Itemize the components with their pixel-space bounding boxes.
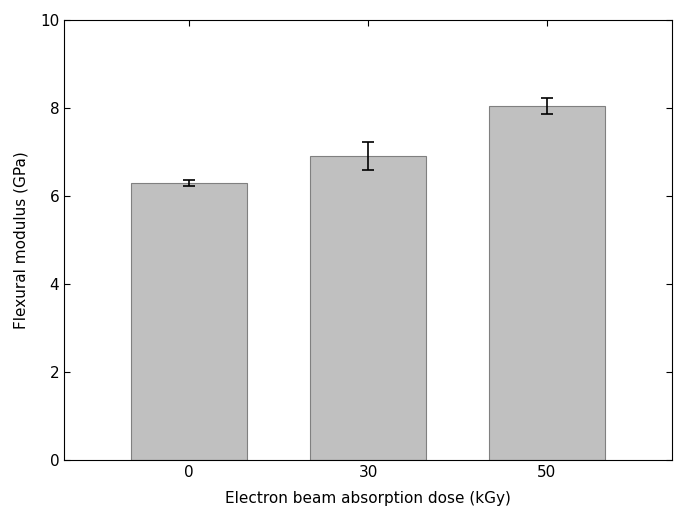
Bar (131, 183, 248, 460)
Bar (489, 106, 605, 460)
X-axis label: Electron beam absorption dose (kGy): Electron beam absorption dose (kGy) (225, 491, 511, 506)
Y-axis label: Flexural modulus (GPa): Flexural modulus (GPa) (14, 151, 29, 329)
Bar (310, 157, 426, 460)
